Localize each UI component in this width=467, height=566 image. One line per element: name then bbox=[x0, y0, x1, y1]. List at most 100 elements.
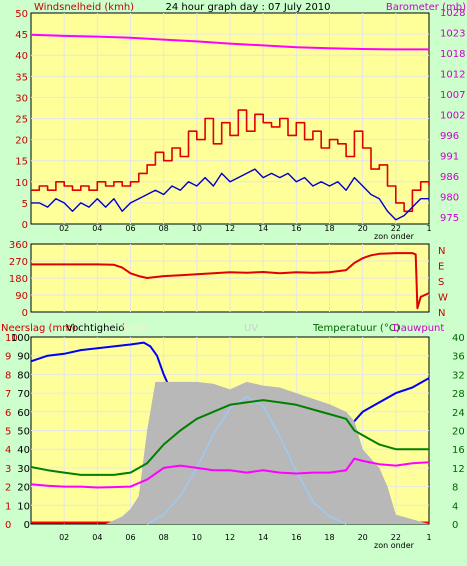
panel-direction-grid bbox=[31, 244, 429, 312]
rain-tick-label: 10 bbox=[5, 333, 18, 344]
panel-climate-series bbox=[30, 341, 430, 525]
direction-tick-label: 360 bbox=[9, 240, 28, 251]
temperature-tick-label: 0 bbox=[452, 520, 458, 531]
temperature-tick-label: 32 bbox=[452, 370, 465, 381]
rain-tick-label: 4 bbox=[5, 445, 11, 456]
wind-tick-label: 25 bbox=[15, 115, 28, 126]
barometer-tick-label: 986 bbox=[440, 172, 459, 183]
wind-axis-label: Windsnelheid (kmh) bbox=[34, 2, 134, 13]
solar-area bbox=[31, 381, 429, 524]
compass-tick-label: E bbox=[438, 262, 444, 273]
barometer-axis-label: Barometer (mb) bbox=[386, 2, 466, 13]
rain-tick-label: 1 bbox=[5, 501, 11, 512]
wind-tick-label: 15 bbox=[15, 157, 28, 168]
x-tick-label: 14 bbox=[258, 224, 268, 233]
barometer-tick-label: 991 bbox=[440, 151, 459, 162]
direction-tick-label: 90 bbox=[15, 291, 28, 302]
humidity-tick-label: 30 bbox=[17, 464, 30, 475]
x-tick-label: 02 bbox=[59, 224, 69, 233]
direction-tick-label: 0 bbox=[22, 308, 28, 319]
temperature-tick-label: 16 bbox=[452, 445, 465, 456]
barometer-tick-label: 1002 bbox=[440, 110, 465, 121]
rain-tick-label: 3 bbox=[5, 464, 11, 475]
barometer-tick-label: 996 bbox=[440, 131, 459, 142]
legend-rain: Neerslag (mm) bbox=[1, 323, 76, 334]
barometer-tick-label: 975 bbox=[440, 213, 459, 224]
direction-tick-label: 180 bbox=[9, 274, 28, 285]
wind-tick-label: 5 bbox=[22, 199, 28, 210]
sunset-note-top: zon onder bbox=[374, 232, 415, 241]
wind-tick-label: 20 bbox=[15, 136, 28, 147]
legend-temperature: Temperatuur (°C) bbox=[312, 323, 400, 334]
rain-tick-label: 5 bbox=[5, 427, 11, 438]
x-tick-label: 04 bbox=[92, 224, 102, 233]
x-tick-label: 04 bbox=[92, 533, 102, 542]
panel-wind-tick-labels: 0510152025303540455097598098699199610021… bbox=[15, 8, 465, 233]
x-tick-label: 18 bbox=[324, 224, 334, 233]
temperature-tick-label: 12 bbox=[452, 464, 465, 475]
barometer-tick-label: 1007 bbox=[440, 90, 465, 101]
x-tick-label: 06 bbox=[125, 533, 135, 542]
humidity-tick-label: 0 bbox=[24, 520, 30, 531]
compass-tick-label: S bbox=[438, 277, 444, 288]
x-tick-label: 08 bbox=[159, 533, 169, 542]
x-tick-label: 16 bbox=[291, 533, 301, 542]
compass-tick-label: W bbox=[438, 293, 448, 304]
humidity-tick-label: 90 bbox=[17, 352, 30, 363]
x-tick-label: 02 bbox=[59, 533, 69, 542]
panel-wind-series bbox=[30, 33, 430, 221]
direction-tick-label: 270 bbox=[9, 257, 28, 268]
humidity-tick-label: 100 bbox=[11, 333, 30, 344]
x-tick-label: 1 bbox=[426, 533, 431, 542]
wind-tick-label: 0 bbox=[22, 220, 28, 231]
wind-average-line bbox=[31, 168, 429, 221]
x-tick-label: 22 bbox=[391, 224, 401, 233]
barometer-tick-label: 1018 bbox=[440, 49, 465, 60]
wind-direction-line bbox=[31, 252, 430, 310]
dewpoint-line bbox=[30, 457, 430, 489]
humidity-tick-label: 40 bbox=[17, 445, 30, 456]
humidity-tick-label: 50 bbox=[17, 427, 30, 438]
wind-tick-label: 30 bbox=[15, 93, 28, 104]
legend-dewpoint: Dauwpunt bbox=[393, 323, 444, 334]
sunset-note-bottom: zon onder bbox=[374, 541, 415, 550]
temperature-tick-label: 40 bbox=[452, 333, 465, 344]
x-tick-label: 14 bbox=[258, 533, 268, 542]
wind-tick-label: 50 bbox=[15, 9, 28, 20]
temperature-tick-label: 8 bbox=[452, 483, 458, 494]
x-tick-label: 22 bbox=[391, 533, 401, 542]
panel-direction-series bbox=[31, 252, 430, 310]
rain-tick-label: 8 bbox=[5, 370, 11, 381]
temperature-tick-label: 24 bbox=[452, 408, 465, 419]
legend-solar: Solar bbox=[122, 323, 148, 334]
panel-climate-tick-labels: 0123456789100102030405060708090100048121… bbox=[5, 333, 465, 542]
temperature-tick-label: 28 bbox=[452, 389, 465, 400]
compass-tick-label: N bbox=[438, 246, 445, 257]
x-tick-label: 12 bbox=[225, 224, 235, 233]
barometer-tick-label: 980 bbox=[440, 192, 459, 203]
compass-tick-label: N bbox=[438, 308, 445, 319]
x-tick-label: 10 bbox=[192, 533, 202, 542]
temperature-tick-label: 20 bbox=[452, 427, 465, 438]
x-tick-label: 1 bbox=[426, 224, 431, 233]
humidity-tick-label: 20 bbox=[17, 483, 30, 494]
wind-tick-label: 35 bbox=[15, 72, 28, 83]
legend-humidity: Vochtigheid bbox=[66, 323, 125, 334]
x-tick-label: 12 bbox=[225, 533, 235, 542]
x-tick-label: 10 bbox=[192, 224, 202, 233]
chart-title: 24 hour graph day : 07 July 2010 bbox=[165, 2, 330, 13]
humidity-tick-label: 80 bbox=[17, 370, 30, 381]
x-tick-label: 20 bbox=[358, 533, 368, 542]
x-tick-label: 08 bbox=[159, 224, 169, 233]
barometer-tick-label: 1012 bbox=[440, 69, 465, 80]
barometer-line bbox=[30, 33, 429, 51]
x-tick-label: 16 bbox=[291, 224, 301, 233]
legend-uv: UV bbox=[244, 323, 258, 334]
barometer-tick-label: 1023 bbox=[440, 28, 465, 39]
wind-gust-line bbox=[31, 109, 430, 213]
temperature-tick-label: 36 bbox=[452, 352, 465, 363]
x-tick-label: 18 bbox=[324, 533, 334, 542]
humidity-tick-label: 70 bbox=[17, 389, 30, 400]
